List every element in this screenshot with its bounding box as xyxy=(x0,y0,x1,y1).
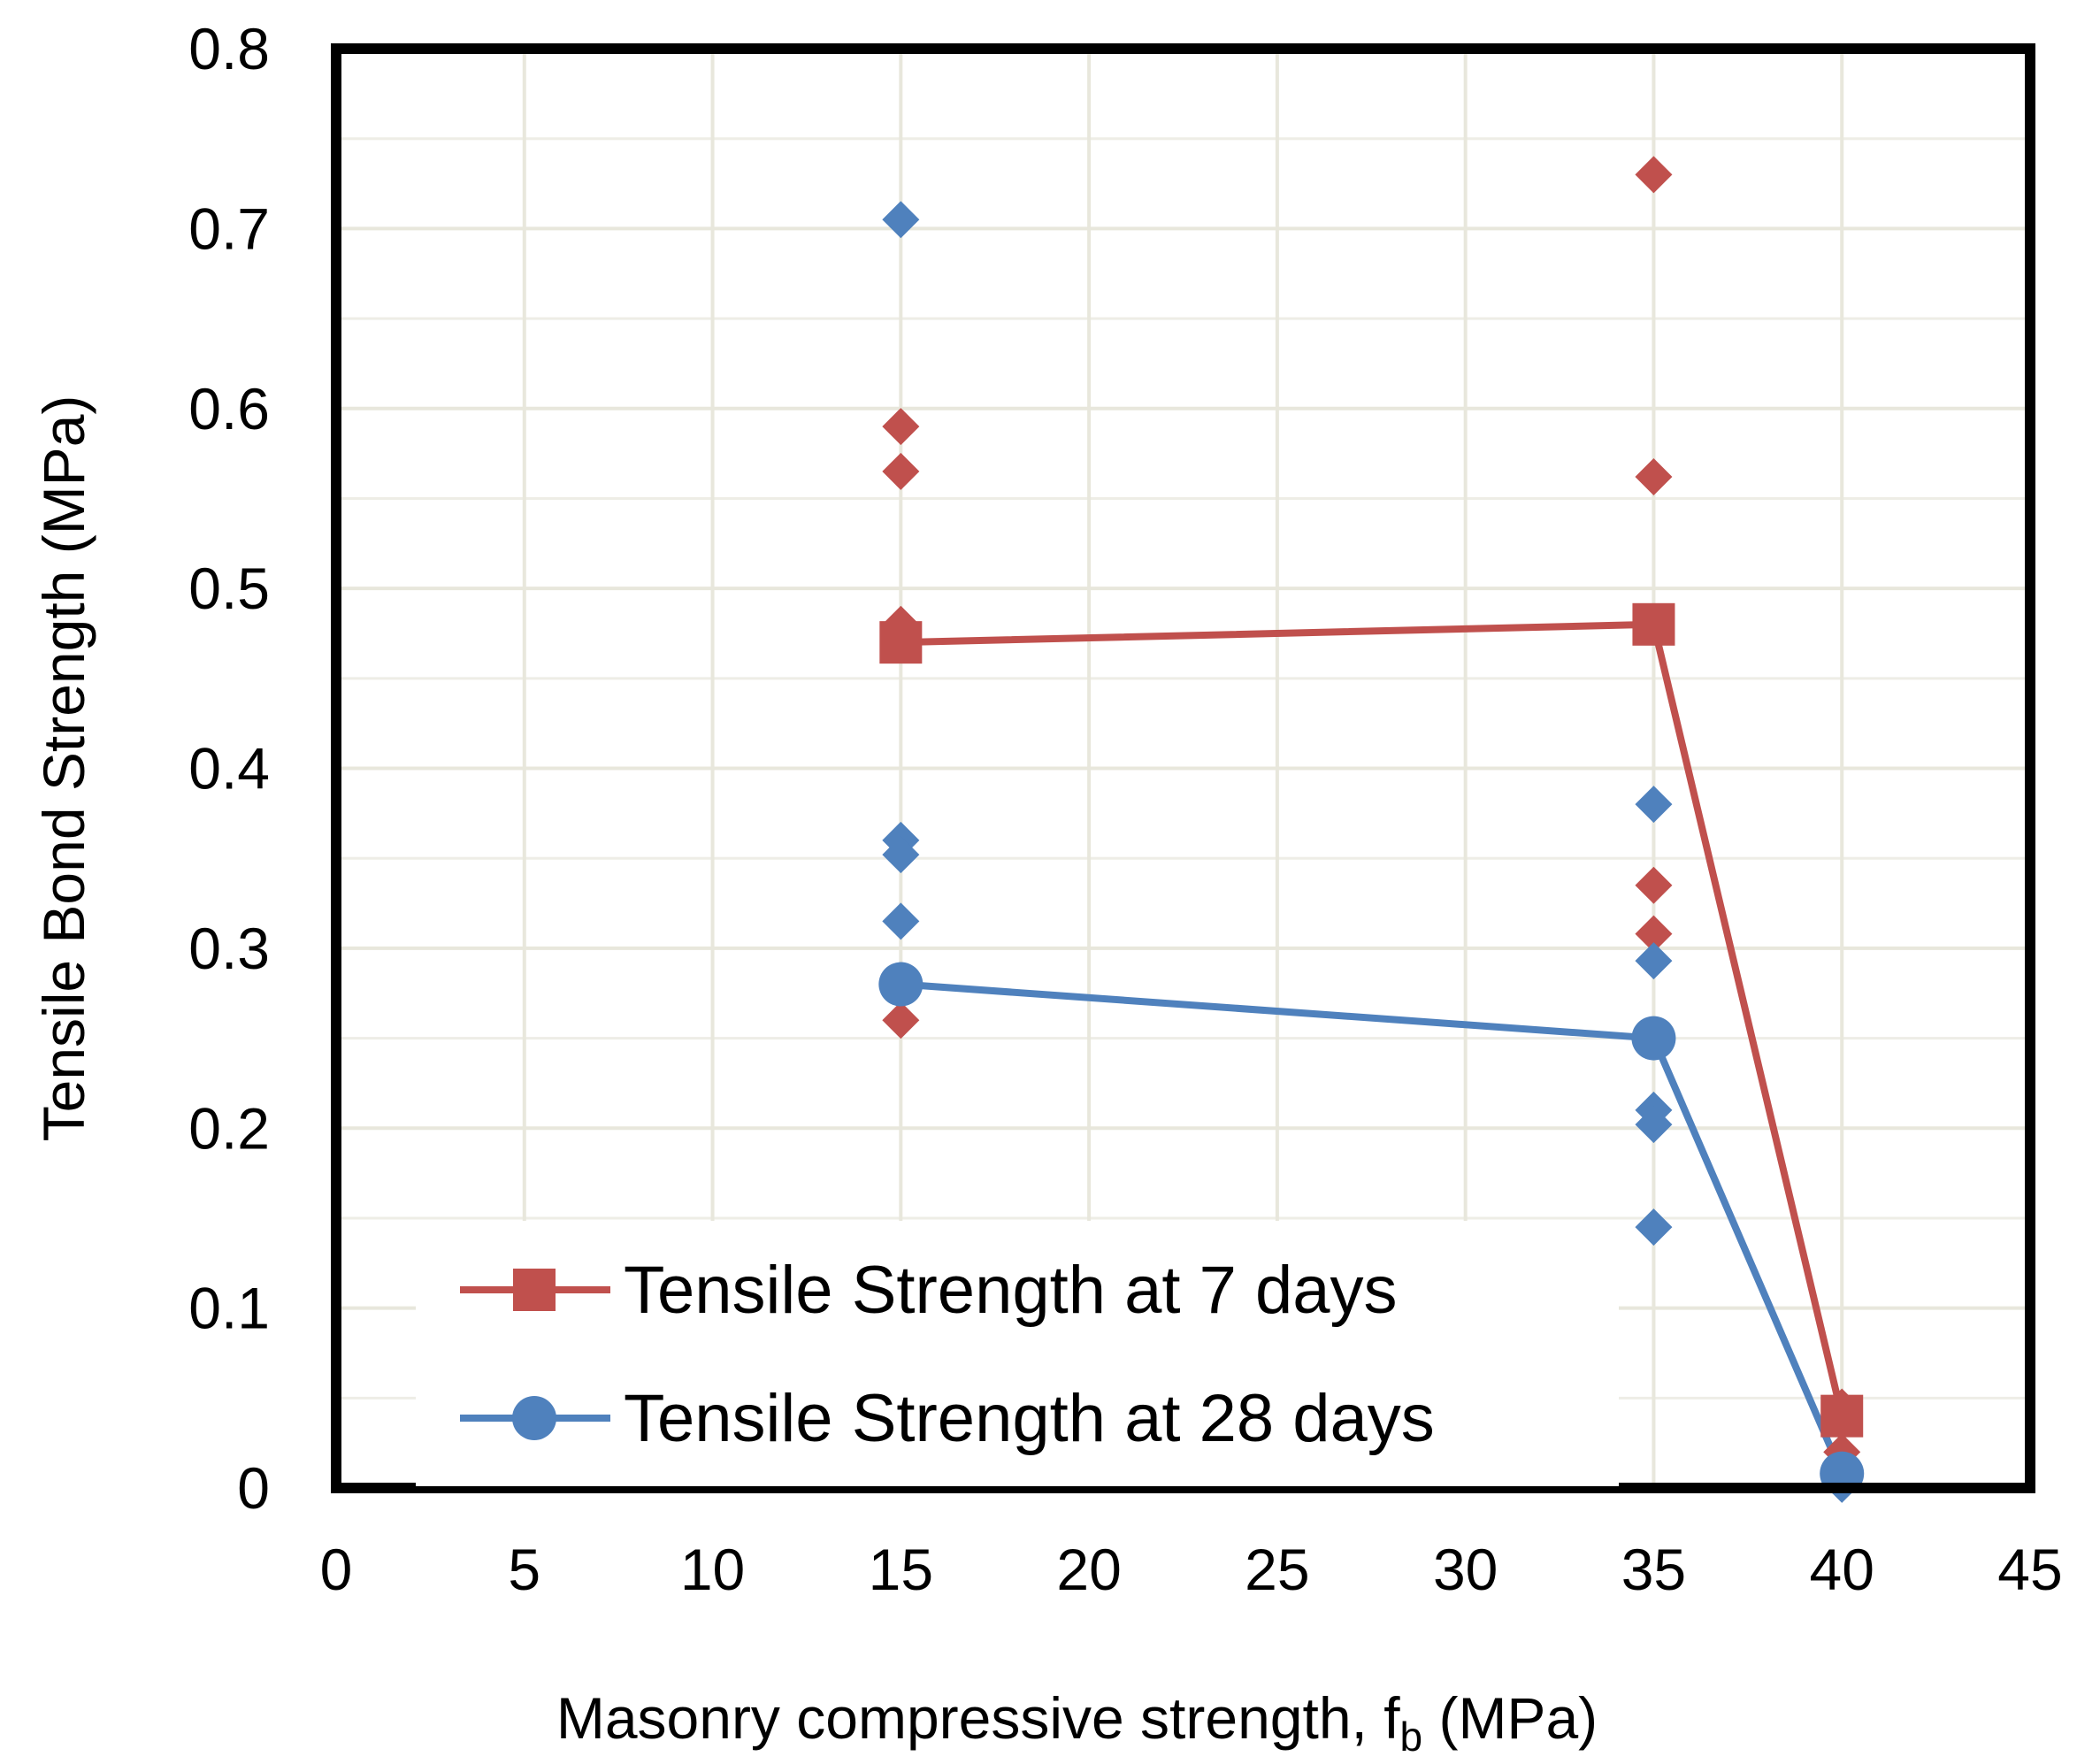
y-tick-label: 0.7 xyxy=(188,196,270,261)
y-tick-label: 0.5 xyxy=(188,556,270,621)
x-axis-title-subscript: b xyxy=(1400,1714,1423,1760)
x-axis-title-suffix: (MPa) xyxy=(1422,1685,1598,1751)
y-tick-labels: 0 0.1 0.2 0.3 0.4 0.5 0.6 0.7 0.8 xyxy=(188,16,270,1521)
diamond-point xyxy=(1635,1106,1673,1144)
diamond-point xyxy=(882,201,920,239)
square-point xyxy=(1632,602,1675,646)
y-tick-label: 0.3 xyxy=(188,916,270,981)
y-tick-label: 0.4 xyxy=(188,736,270,801)
legend: Tensile Strength at 7 days Tensile Stren… xyxy=(416,1221,1619,1486)
x-axis-title: Masonry compressive strength, fb (MPa) xyxy=(556,1685,1598,1760)
x-tick-label: 30 xyxy=(1433,1537,1498,1602)
square-point xyxy=(879,621,923,664)
x-tick-label: 35 xyxy=(1621,1537,1686,1602)
diamond-point xyxy=(882,452,920,490)
diamond-point xyxy=(882,408,920,446)
y-axis-title: Tensile Bond Strength (MPa) xyxy=(31,395,96,1142)
x-tick-label: 0 xyxy=(320,1537,353,1602)
diamond-point xyxy=(1635,786,1673,824)
x-tick-label: 25 xyxy=(1245,1537,1309,1602)
circle-point xyxy=(1631,1016,1676,1061)
data-markers xyxy=(878,156,1865,1503)
diamond-point xyxy=(1635,156,1673,194)
x-tick-label: 40 xyxy=(1810,1537,1874,1602)
diamond-point xyxy=(1635,458,1673,496)
legend-square-marker xyxy=(513,1269,556,1311)
legend-circle-marker xyxy=(512,1396,556,1440)
y-tick-label: 0.2 xyxy=(188,1095,270,1161)
minor-gridlines xyxy=(336,137,2030,1400)
x-axis-title-main: Masonry compressive strength, f xyxy=(556,1685,1400,1751)
x-tick-label: 20 xyxy=(1056,1537,1121,1602)
diamond-point xyxy=(882,1001,920,1039)
legend-item-7-days: Tensile Strength at 7 days xyxy=(460,1253,1398,1328)
legend-background xyxy=(416,1221,1619,1486)
circle-point xyxy=(878,962,924,1007)
x-tick-labels: 0 5 10 15 20 25 30 35 40 45 xyxy=(320,1537,2063,1602)
y-tick-label: 0.6 xyxy=(188,376,270,441)
diamond-point xyxy=(1635,942,1673,980)
legend-label-7-days: Tensile Strength at 7 days xyxy=(624,1253,1398,1328)
y-tick-label: 0.1 xyxy=(188,1276,270,1341)
legend-label-28-days: Tensile Strength at 28 days xyxy=(624,1381,1435,1456)
x-tick-label: 5 xyxy=(508,1537,540,1602)
diamond-point xyxy=(1635,1208,1673,1246)
y-tick-label: 0.8 xyxy=(188,16,270,81)
diamond-point xyxy=(882,902,920,940)
legend-item-28-days: Tensile Strength at 28 days xyxy=(460,1381,1435,1456)
diamond-point xyxy=(882,836,920,874)
x-tick-label: 10 xyxy=(680,1537,745,1602)
square-point xyxy=(1820,1394,1864,1438)
plot-frame xyxy=(331,43,2035,1493)
y-tick-label: 0 xyxy=(237,1455,270,1521)
x-tick-label: 15 xyxy=(869,1537,933,1602)
diamond-point xyxy=(1635,866,1673,904)
x-tick-label: 45 xyxy=(1997,1537,2062,1602)
diamond-point xyxy=(1635,915,1673,953)
